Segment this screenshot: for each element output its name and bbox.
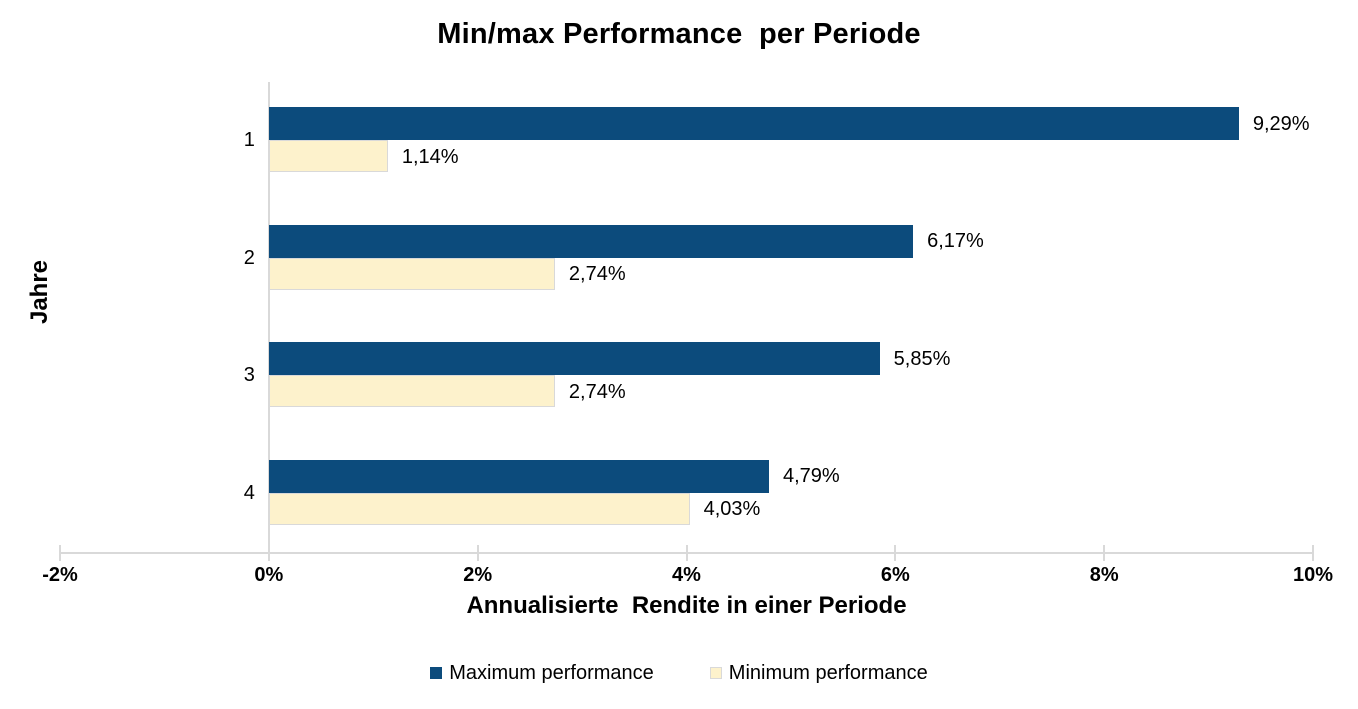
category-label: 2 xyxy=(243,246,255,269)
x-tick-label: 6% xyxy=(880,564,910,586)
x-tick-mark xyxy=(267,545,270,561)
category-label: 3 xyxy=(243,364,255,386)
bar-value-label: 2,74% xyxy=(568,380,626,403)
bar-maximum-performance xyxy=(268,224,914,258)
bar-minimum-performance xyxy=(268,140,388,172)
x-tick-mark xyxy=(476,545,479,561)
bar-minimum-performance xyxy=(268,257,555,290)
x-tick-mark xyxy=(59,545,61,561)
x-tick-label: 8% xyxy=(1089,564,1119,586)
legend: Maximum performance Minimum performance xyxy=(0,660,1358,686)
bar-maximum-performance xyxy=(268,107,1239,140)
legend-label-maximum-performance: Maximum performance xyxy=(449,662,654,684)
legend-item-minimum-performance: Minimum performance xyxy=(709,660,928,686)
category-label: 1 xyxy=(243,129,255,151)
bar-maximum-performance xyxy=(268,342,880,375)
legend-swatch-minimum-performance-icon xyxy=(709,667,722,679)
bar-value-label: 5,85% xyxy=(893,347,951,370)
chart-title: Min/max Performance per Periode xyxy=(437,18,921,50)
bar-value-label: 6,17% xyxy=(927,230,984,252)
x-tick-mark xyxy=(1312,545,1314,561)
category-label: 4 xyxy=(243,481,255,504)
bar-value-label: 4,79% xyxy=(782,465,840,487)
bar-value-label: 2,74% xyxy=(568,263,626,285)
bar-minimum-performance xyxy=(268,492,690,525)
bar-value-label: 4,03% xyxy=(703,498,761,520)
x-tick-mark xyxy=(1103,545,1106,561)
x-tick-mark xyxy=(894,545,897,561)
bar-maximum-performance xyxy=(268,459,769,493)
x-tick-label: 10% xyxy=(1292,564,1334,586)
x-tick-label: 2% xyxy=(463,564,493,586)
category-axis-line xyxy=(267,82,270,554)
bar-value-label: 9,29% xyxy=(1252,112,1310,135)
bar-minimum-performance xyxy=(268,375,555,407)
legend-label-minimum-performance: Minimum performance xyxy=(728,662,928,684)
x-tick-label: 4% xyxy=(672,564,701,586)
bar-value-label: 1,14% xyxy=(401,145,459,168)
x-tick-label: 0% xyxy=(254,564,284,586)
legend-item-maximum-performance: Maximum performance xyxy=(430,660,654,686)
x-axis-title: Annualisierte Rendite in einer Periode xyxy=(466,592,907,619)
legend-swatch-maximum-performance-icon xyxy=(430,667,443,679)
x-tick-mark xyxy=(685,545,688,561)
x-tick-label: -2% xyxy=(42,564,78,586)
